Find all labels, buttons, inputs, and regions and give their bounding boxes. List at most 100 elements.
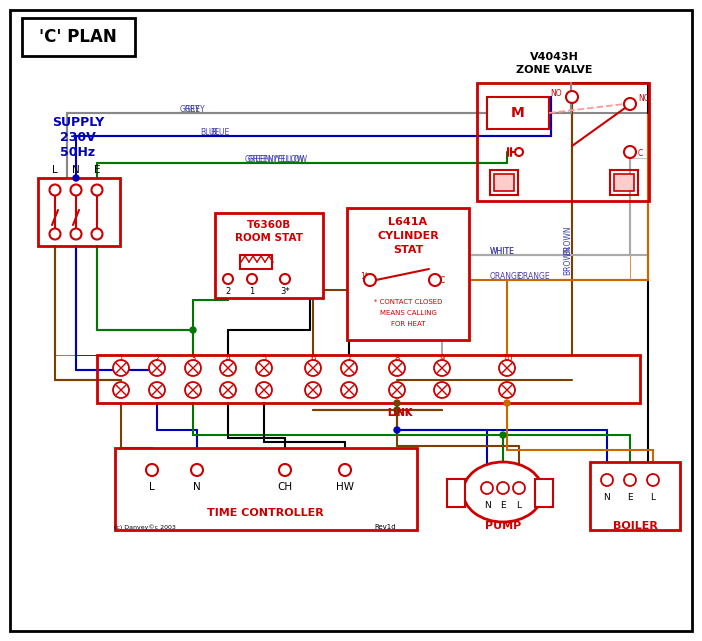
- Circle shape: [149, 382, 165, 398]
- Circle shape: [247, 274, 257, 284]
- Circle shape: [504, 400, 510, 406]
- Text: 'C' PLAN: 'C' PLAN: [39, 28, 117, 46]
- Text: L: L: [517, 501, 522, 510]
- Text: L: L: [149, 482, 155, 492]
- Text: 8: 8: [395, 353, 399, 363]
- Text: WHITE: WHITE: [490, 247, 515, 256]
- Text: N: N: [604, 492, 610, 501]
- Text: (c) Danvey©c 2003: (c) Danvey©c 2003: [114, 524, 176, 530]
- Text: E: E: [94, 165, 100, 175]
- Circle shape: [190, 327, 196, 333]
- Circle shape: [624, 146, 636, 158]
- Circle shape: [364, 274, 376, 286]
- Circle shape: [280, 274, 290, 284]
- Text: 1*: 1*: [361, 272, 369, 281]
- Circle shape: [256, 360, 272, 376]
- Text: E: E: [501, 501, 506, 510]
- Text: 1: 1: [119, 353, 124, 363]
- Circle shape: [113, 382, 129, 398]
- Text: 4: 4: [225, 353, 231, 363]
- Circle shape: [515, 148, 523, 156]
- Bar: [22, 18, 135, 56]
- Text: 9: 9: [439, 353, 444, 363]
- Text: 2: 2: [225, 287, 231, 296]
- Text: LINK: LINK: [388, 408, 413, 418]
- Text: 5: 5: [261, 353, 267, 363]
- Circle shape: [113, 360, 129, 376]
- Text: ORANGE: ORANGE: [518, 272, 550, 281]
- Text: BLUE: BLUE: [210, 128, 230, 137]
- Circle shape: [341, 382, 357, 398]
- Bar: [590, 462, 680, 530]
- Text: C: C: [439, 276, 444, 285]
- Text: 2: 2: [154, 353, 159, 363]
- Circle shape: [647, 474, 659, 486]
- Circle shape: [394, 427, 400, 433]
- Text: MEANS CALLING: MEANS CALLING: [380, 310, 437, 316]
- Circle shape: [497, 482, 509, 494]
- Circle shape: [305, 360, 321, 376]
- Text: 50Hz: 50Hz: [60, 146, 95, 158]
- Text: 10: 10: [502, 353, 512, 363]
- Circle shape: [70, 228, 81, 240]
- Circle shape: [624, 98, 636, 110]
- Circle shape: [50, 228, 60, 240]
- Bar: [347, 208, 469, 340]
- Text: FOR HEAT: FOR HEAT: [391, 321, 425, 327]
- Text: ROOM STAT: ROOM STAT: [235, 233, 303, 243]
- Text: GREY: GREY: [185, 104, 206, 113]
- Text: LINK: LINK: [388, 408, 413, 418]
- Circle shape: [223, 274, 233, 284]
- Text: BOILER: BOILER: [613, 521, 658, 531]
- Circle shape: [256, 382, 272, 398]
- Text: Rev1d: Rev1d: [374, 524, 396, 530]
- Text: N: N: [193, 482, 201, 492]
- Bar: [38, 178, 120, 246]
- Bar: [487, 97, 549, 129]
- Text: ZONE VALVE: ZONE VALVE: [516, 65, 592, 75]
- Circle shape: [513, 482, 525, 494]
- Circle shape: [91, 228, 102, 240]
- Text: C: C: [638, 149, 643, 158]
- Text: NC: NC: [638, 94, 649, 103]
- Text: GREEN/YELLOW: GREEN/YELLOW: [245, 154, 305, 163]
- Bar: [447, 479, 465, 507]
- Text: N: N: [484, 501, 491, 510]
- Text: 6: 6: [310, 353, 316, 363]
- Circle shape: [73, 175, 79, 181]
- Circle shape: [339, 464, 351, 476]
- Text: 3: 3: [190, 353, 196, 363]
- Circle shape: [429, 274, 441, 286]
- Text: E: E: [627, 492, 633, 501]
- Text: V4043H: V4043H: [529, 52, 578, 62]
- Text: N: N: [72, 165, 80, 175]
- Text: NO: NO: [550, 88, 562, 97]
- Text: HW: HW: [336, 482, 354, 492]
- Text: * CONTACT CLOSED: * CONTACT CLOSED: [373, 299, 442, 305]
- Text: 7: 7: [346, 353, 352, 363]
- Text: BLUE: BLUE: [200, 128, 219, 137]
- Bar: [240, 255, 272, 269]
- Text: GREEN/YELLOW: GREEN/YELLOW: [248, 154, 308, 163]
- Bar: [215, 213, 323, 298]
- Bar: [115, 448, 417, 530]
- Text: L641A: L641A: [388, 217, 428, 227]
- Circle shape: [305, 382, 321, 398]
- Circle shape: [220, 360, 236, 376]
- Bar: [614, 174, 634, 191]
- Bar: [535, 479, 553, 507]
- Circle shape: [185, 382, 201, 398]
- Text: T6360B: T6360B: [247, 220, 291, 230]
- Circle shape: [500, 432, 506, 438]
- Text: TIME CONTROLLER: TIME CONTROLLER: [206, 508, 324, 518]
- Text: GREY: GREY: [180, 104, 201, 113]
- Text: BROWN: BROWN: [564, 246, 573, 275]
- Circle shape: [70, 185, 81, 196]
- Circle shape: [91, 185, 102, 196]
- Text: 3*: 3*: [280, 287, 290, 296]
- Circle shape: [394, 400, 400, 406]
- Text: BROWN: BROWN: [564, 225, 573, 255]
- Text: CH: CH: [277, 482, 293, 492]
- Circle shape: [601, 474, 613, 486]
- Text: L: L: [52, 165, 58, 175]
